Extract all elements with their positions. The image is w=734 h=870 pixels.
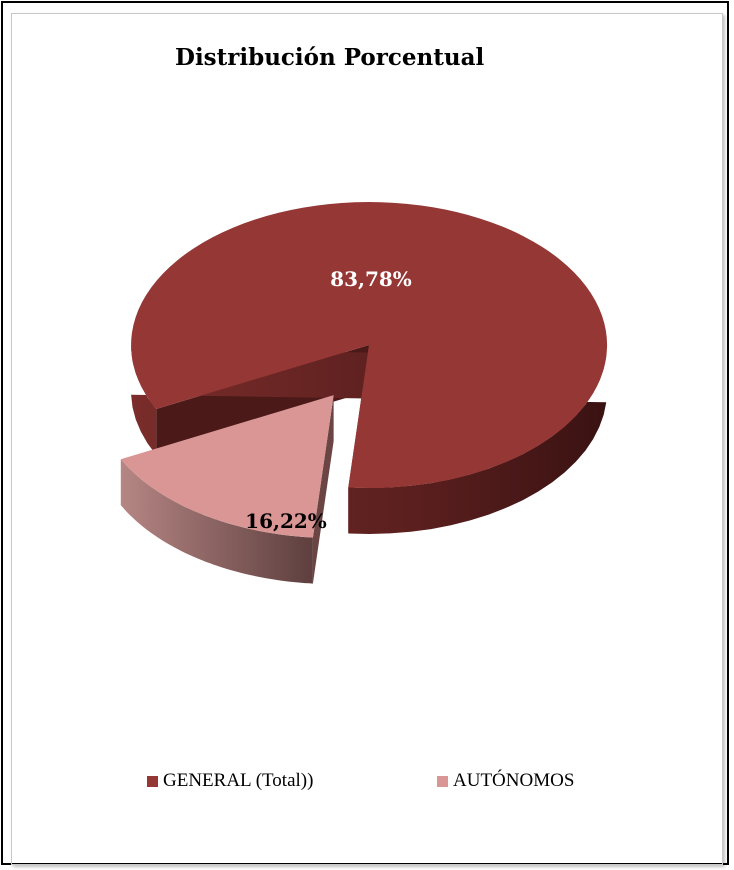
legend-swatch-autonomos bbox=[437, 775, 448, 787]
legend-item-general: GENERAL (Total)) bbox=[147, 770, 313, 792]
chart-area bbox=[11, 13, 723, 865]
general-slice bbox=[131, 202, 608, 489]
legend-label-autonomos: AUTÓNOMOS bbox=[453, 770, 575, 791]
data-label-autonomos: 16,22% bbox=[245, 509, 327, 533]
data-label-general: 83,78% bbox=[330, 267, 412, 291]
autonomos-side bbox=[120, 459, 313, 584]
autonomos-slice bbox=[120, 395, 334, 538]
legend-label-general: GENERAL (Total)) bbox=[163, 770, 314, 791]
legend-item-autonomos: AUTÓNOMOS bbox=[437, 770, 574, 792]
legend-swatch-general bbox=[147, 775, 158, 787]
autonomos-cut-face bbox=[312, 395, 334, 584]
chart-title: Distribución Porcentual bbox=[175, 44, 485, 71]
